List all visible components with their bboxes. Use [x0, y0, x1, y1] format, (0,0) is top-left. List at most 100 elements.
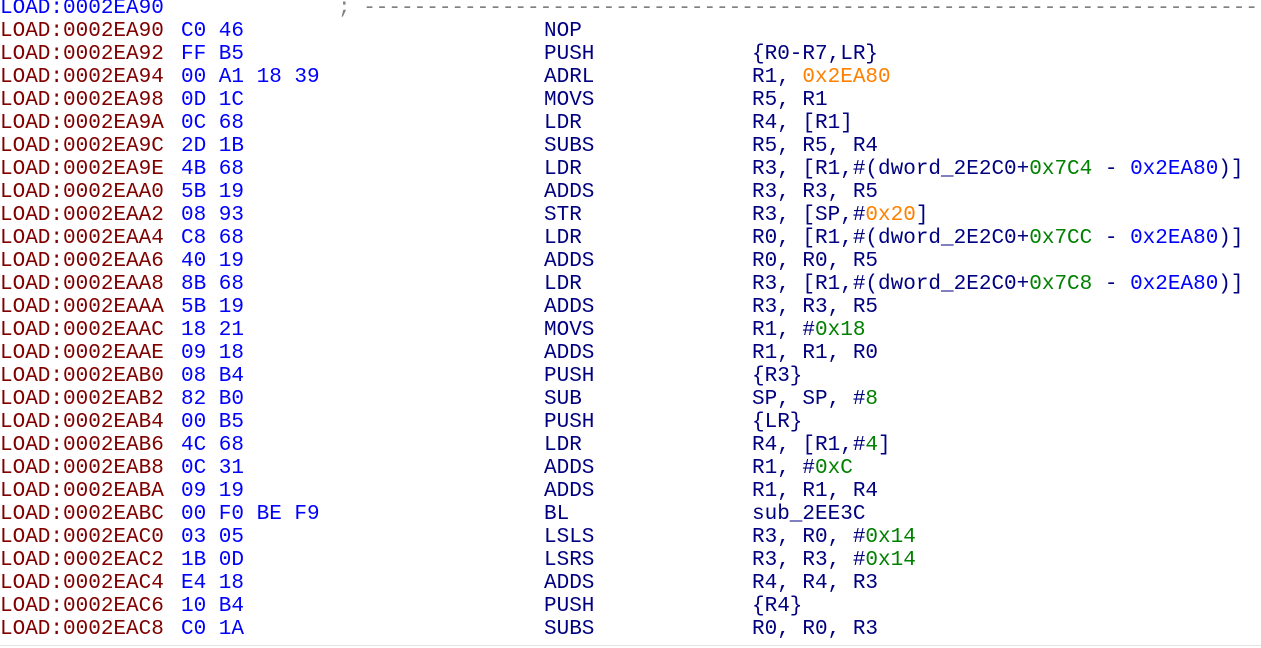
operand-token: )]	[1218, 158, 1244, 181]
mnemonic: PUSH	[544, 411, 595, 434]
operand-token: SP, SP, #	[752, 388, 866, 411]
disassembly-line[interactable]: LOAD:0002EAC2 1B 0D LSRS R3, R3, #0x14	[0, 549, 1261, 572]
mnemonic: ADDS	[544, 181, 595, 204]
operands: {R0-R7,LR}	[752, 43, 878, 66]
disassembly-line[interactable]: LOAD:0002EAA6 40 19 ADDS R0, R0, R5	[0, 250, 1261, 273]
mnemonic: MOVS	[544, 319, 595, 342]
operand-token: R5, R5, R4	[752, 135, 879, 158]
mnemonic: ADDS	[544, 480, 595, 503]
operand-token: 0x7C8	[1029, 273, 1093, 296]
disassembly-line[interactable]: LOAD:0002EA94 00 A1 18 39 ADRL R1, 0x2EA80	[0, 66, 1261, 89]
disassembly-line[interactable]: LOAD:0002EAAA 5B 19 ADDS R3, R3, R5	[0, 296, 1261, 319]
operand-token: 0x14	[865, 526, 916, 549]
opcode-bytes: 82 B0	[181, 388, 245, 411]
operand-token: ]	[915, 204, 929, 227]
opcode-bytes: C0 1A	[181, 618, 245, 641]
line-address: LOAD:0002EA9C	[0, 135, 164, 158]
opcode-bytes: 1B 0D	[181, 549, 245, 572]
line-address: LOAD:0002EAB0	[0, 365, 164, 388]
disassembly-line[interactable]: LOAD:0002EABC 00 F0 BE F9 BL sub_2EE3C	[0, 503, 1261, 526]
mnemonic: PUSH	[544, 43, 595, 66]
operand-token: R1, #	[752, 457, 816, 480]
mnemonic: LDR	[544, 434, 582, 457]
operands: R3, [R1,#(dword_2E2C0+0x7C4 - 0x2EA80)]	[752, 158, 1244, 181]
disassembly-line[interactable]: LOAD:0002EABA 09 19 ADDS R1, R1, R4	[0, 480, 1261, 503]
disassembly-line[interactable]: LOAD:0002EAC4 E4 18 ADDS R4, R4, R3	[0, 572, 1261, 595]
operand-token: R4, [R1]	[752, 112, 853, 135]
opcode-bytes: E4 18	[181, 572, 245, 595]
operand-token: R3, R3, #	[752, 549, 866, 572]
operand-token: -	[1092, 158, 1131, 181]
opcode-bytes: 8B 68	[181, 273, 245, 296]
line-address: LOAD:0002EAC2	[0, 549, 164, 572]
operands: {R3}	[752, 365, 802, 388]
disassembly-line[interactable]: LOAD:0002EAA2 08 93 STR R3, [SP,#0x20]	[0, 204, 1261, 227]
disassembly-line[interactable]: LOAD:0002EAC0 03 05 LSLS R3, R0, #0x14	[0, 526, 1261, 549]
operand-token: {R4}	[752, 595, 803, 618]
operand-token: 0x2EA80	[1130, 273, 1219, 296]
disassembly-line[interactable]: LOAD:0002EA9C 2D 1B SUBS R5, R5, R4	[0, 135, 1261, 158]
mnemonic: SUB	[544, 388, 582, 411]
opcode-bytes: 00 F0 BE F9	[181, 503, 320, 526]
operand-token: 0x20	[865, 204, 916, 227]
disassembly-line[interactable]: LOAD:0002EAB8 0C 31 ADDS R1, #0xC	[0, 457, 1261, 480]
line-address: LOAD:0002EA9E	[0, 158, 164, 181]
disassembly-line[interactable]: LOAD:0002EAB2 82 B0 SUB SP, SP, #8	[0, 388, 1261, 411]
disassembly-line[interactable]: LOAD:0002EAC6 10 B4 PUSH {R4}	[0, 595, 1261, 618]
disassembly-line[interactable]: LOAD:0002EA98 0D 1C MOVS R5, R1	[0, 89, 1261, 112]
separator-line[interactable]: LOAD:0002EA90 ; ------------------------…	[0, 0, 1261, 20]
mnemonic: ADRL	[544, 66, 595, 89]
disassembly-line[interactable]: LOAD:0002EA9A 0C 68 LDR R4, [R1]	[0, 112, 1261, 135]
line-address: LOAD:0002EAAC	[0, 319, 164, 342]
line-address: LOAD:0002EABA	[0, 480, 164, 503]
operand-token: R0, R0, R5	[752, 250, 879, 273]
disassembly-line[interactable]: LOAD:0002EAB4 00 B5 PUSH {LR}	[0, 411, 1261, 434]
operand-token: R3, R3, R5	[752, 181, 879, 204]
operand-token: 0x7CC	[1029, 227, 1093, 250]
operands: R4, [R1]	[752, 112, 853, 135]
mnemonic: LDR	[544, 227, 582, 250]
operands: R3, [SP,#0x20]	[752, 204, 928, 227]
disassembly-line[interactable]: LOAD:0002EAA8 8B 68 LDR R3, [R1,#(dword_2E2…	[0, 273, 1261, 296]
disassembly-line[interactable]: LOAD:0002EA90 C0 46 NOP	[0, 20, 1261, 43]
operands: R3, R3, R5	[752, 296, 878, 319]
operand-token: R1, R1, R0	[752, 342, 879, 365]
line-address: LOAD:0002EAC8	[0, 618, 164, 641]
line-address: LOAD:0002EAA2	[0, 204, 164, 227]
operands: {R4}	[752, 595, 802, 618]
opcode-bytes: 0D 1C	[181, 89, 245, 112]
opcode-bytes: 4C 68	[181, 434, 245, 457]
operands: R5, R5, R4	[752, 135, 878, 158]
operands: {LR}	[752, 411, 802, 434]
opcode-bytes: 08 B4	[181, 365, 245, 388]
operand-token: R1,	[752, 66, 803, 89]
disassembly-line[interactable]: LOAD:0002EAB6 4C 68 LDR R4, [R1,#4]	[0, 434, 1261, 457]
operand-token: 0x2EA80	[802, 66, 891, 89]
disassembly-line[interactable]: LOAD:0002EAAE 09 18 ADDS R1, R1, R0	[0, 342, 1261, 365]
disassembly-line[interactable]: LOAD:0002EA92 FF B5 PUSH {R0-R7,LR}	[0, 43, 1261, 66]
operand-token: R3, [R1,#(dword_2E2C0+	[752, 158, 1030, 181]
line-address: LOAD:0002EAC4	[0, 572, 164, 595]
line-address: LOAD:0002EAAA	[0, 296, 164, 319]
operand-token: )]	[1218, 227, 1244, 250]
operands: SP, SP, #8	[752, 388, 878, 411]
disassembly-line[interactable]: LOAD:0002EAA0 5B 19 ADDS R3, R3, R5	[0, 181, 1261, 204]
disassembly-line[interactable]: LOAD:0002EAAC 18 21 MOVS R1, #0x18	[0, 319, 1261, 342]
opcode-bytes: C8 68	[181, 227, 245, 250]
line-address: LOAD:0002EAB2	[0, 388, 164, 411]
operand-token: R4, [R1,#	[752, 434, 866, 457]
disassembly-line[interactable]: LOAD:0002EAB0 08 B4 PUSH {R3}	[0, 365, 1261, 388]
mnemonic: BL	[544, 503, 570, 526]
operands: R1, 0x2EA80	[752, 66, 891, 89]
line-address: LOAD:0002EA90	[0, 20, 164, 43]
disassembly-line[interactable]: LOAD:0002EA9E 4B 68 LDR R3, [R1,#(dword_2E2…	[0, 158, 1261, 181]
disassembly-line[interactable]: LOAD:0002EAC8 C0 1A SUBS R0, R0, R3	[0, 618, 1261, 641]
opcode-bytes: 09 19	[181, 480, 245, 503]
operands: R4, [R1,#4]	[752, 434, 891, 457]
mnemonic: LDR	[544, 273, 582, 296]
mnemonic: ADDS	[544, 457, 595, 480]
opcode-bytes: 2D 1B	[181, 135, 245, 158]
opcode-bytes: 08 93	[181, 204, 245, 227]
disassembly-line[interactable]: LOAD:0002EAA4 C8 68 LDR R0, [R1,#(dword_2E2…	[0, 227, 1261, 250]
